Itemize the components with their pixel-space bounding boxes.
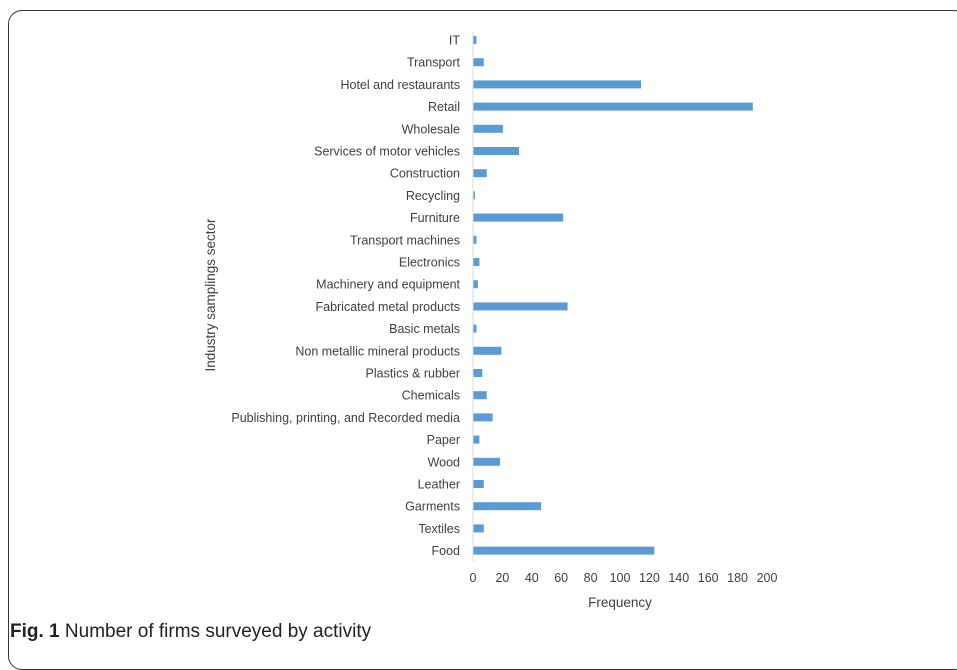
x-tick-label: 160 bbox=[698, 571, 719, 585]
x-tick-label: 140 bbox=[668, 571, 689, 585]
bar-11 bbox=[473, 280, 478, 289]
y-axis-title: Industry samplings sector bbox=[203, 218, 218, 372]
category-label: Transport bbox=[407, 56, 461, 70]
category-label: Publishing, printing, and Recorded media bbox=[231, 411, 460, 425]
bar-5 bbox=[473, 147, 520, 155]
x-tick-label: 80 bbox=[584, 571, 598, 585]
category-label: Services of motor vehicles bbox=[314, 145, 460, 159]
bar-21 bbox=[473, 502, 542, 511]
category-labels: IT Transport Hotel and restaurants Retail Wh… bbox=[231, 34, 460, 559]
figure-label: Fig. 1 bbox=[10, 621, 60, 642]
x-tick-label: 120 bbox=[639, 571, 660, 585]
bar-20 bbox=[473, 480, 484, 488]
caption-text: Number of firms surveyed by activity bbox=[64, 621, 372, 642]
bar-19 bbox=[473, 457, 500, 466]
category-label: Garments bbox=[405, 500, 460, 514]
category-label: Textiles bbox=[418, 522, 460, 536]
x-tick-label: 180 bbox=[727, 571, 748, 585]
bar-1 bbox=[473, 58, 484, 67]
x-tick-label: 200 bbox=[757, 571, 778, 585]
x-tick-labels: 0 20 40 60 80 100 120 140 160 180 200 bbox=[470, 571, 778, 585]
category-label: Wholesale bbox=[402, 122, 460, 136]
bar-8 bbox=[473, 213, 564, 222]
category-label: Non metallic mineral products bbox=[295, 344, 460, 358]
category-label: Leather bbox=[418, 478, 460, 492]
category-label: Furniture bbox=[410, 211, 460, 225]
x-tick-label: 0 bbox=[470, 571, 477, 585]
category-label: Recycling bbox=[406, 189, 460, 203]
bar-14 bbox=[473, 346, 502, 355]
bar-22 bbox=[473, 524, 484, 533]
bars-layer bbox=[473, 36, 753, 555]
x-tick-label: 40 bbox=[525, 571, 539, 585]
category-label: Fabricated metal products bbox=[315, 300, 460, 314]
bar-17 bbox=[473, 413, 493, 422]
bar-18 bbox=[473, 435, 480, 444]
bar-16 bbox=[473, 391, 487, 400]
x-tick-label: 20 bbox=[495, 571, 509, 585]
bar-6 bbox=[473, 169, 487, 178]
category-label: Paper bbox=[427, 433, 460, 447]
bar-13 bbox=[473, 324, 477, 333]
category-label: Hotel and restaurants bbox=[340, 78, 460, 92]
bar-12 bbox=[473, 302, 568, 311]
bar-chart: IT Transport Hotel and restaurants Retail Wh… bbox=[203, 32, 778, 610]
bar-2 bbox=[473, 80, 642, 89]
bar-23 bbox=[473, 546, 655, 555]
bar-4 bbox=[473, 124, 503, 133]
category-label: Electronics bbox=[399, 256, 460, 270]
bar-7 bbox=[473, 191, 475, 200]
category-label: Retail bbox=[428, 100, 460, 114]
category-label: Basic metals bbox=[389, 322, 460, 336]
bar-3 bbox=[473, 102, 753, 111]
category-label: Construction bbox=[390, 167, 460, 181]
category-label: Food bbox=[432, 544, 461, 558]
bar-0 bbox=[473, 36, 477, 44]
category-label: Transport machines bbox=[350, 233, 460, 247]
category-label: Chemicals bbox=[402, 389, 460, 403]
bar-9 bbox=[473, 235, 477, 244]
figure-caption: Fig. 1 Number of firms surveyed by activ… bbox=[10, 621, 371, 643]
category-label: Wood bbox=[428, 455, 460, 469]
category-label: Plastics & rubber bbox=[366, 367, 460, 381]
x-tick-label: 60 bbox=[554, 571, 568, 585]
x-axis-title: Frequency bbox=[588, 595, 652, 610]
category-label: Machinery and equipment bbox=[316, 278, 460, 292]
category-label: IT bbox=[449, 34, 460, 48]
bar-10 bbox=[473, 258, 480, 266]
bar-15 bbox=[473, 369, 483, 377]
x-tick-label: 100 bbox=[610, 571, 631, 585]
